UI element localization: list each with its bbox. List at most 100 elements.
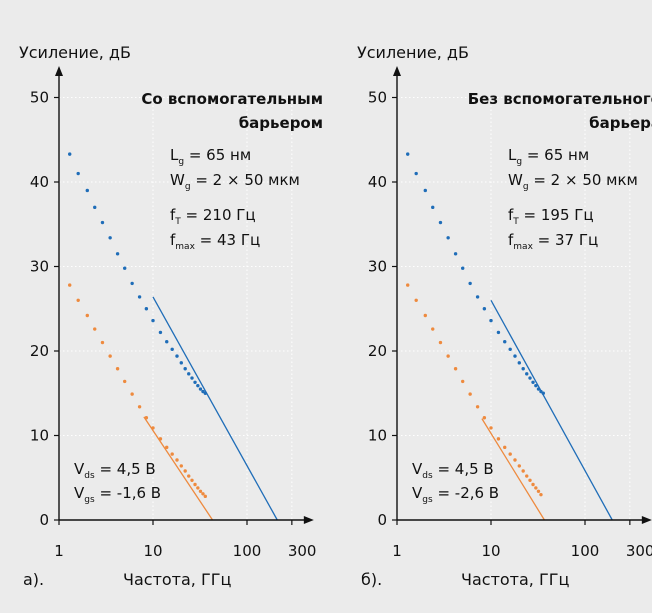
data-point (123, 266, 127, 270)
data-point (100, 340, 105, 345)
x-tick-label: 300 (288, 542, 317, 560)
data-point (115, 252, 120, 256)
y-tick-label: 50 (30, 89, 49, 107)
param-annotation: Wg = 2 × 50 мкм (170, 171, 300, 192)
data-point (517, 361, 521, 365)
asymptote-line (152, 296, 278, 521)
x-tick-label: 100 (571, 542, 600, 560)
data-point (93, 327, 97, 331)
data-point (187, 372, 191, 376)
data-point (475, 405, 480, 409)
panel-title: барьером (239, 114, 323, 132)
param-annotation: Lg = 65 нм (170, 146, 251, 167)
data-point (130, 281, 134, 286)
data-point (187, 474, 191, 478)
y-tick-label: 20 (368, 342, 387, 360)
asymptote-line (481, 418, 545, 521)
data-point (461, 266, 465, 270)
y-tick-label: 10 (30, 427, 49, 445)
y-axis-arrow (393, 66, 401, 76)
x-tick-label: 1 (392, 542, 402, 560)
data-point (93, 205, 97, 210)
data-point (193, 482, 197, 487)
x-axis-arrow (641, 516, 652, 524)
data-point (198, 489, 203, 493)
y-axis-label: Усиление, дБ (357, 43, 469, 62)
data-point (468, 392, 472, 396)
panel-title: Со вспомогательным (141, 90, 323, 108)
data-point (137, 295, 142, 299)
data-point (531, 380, 535, 384)
data-point (438, 340, 443, 345)
data-point (482, 307, 487, 311)
y-tick-label: 40 (30, 173, 49, 191)
data-point (196, 383, 200, 388)
data-point (536, 489, 541, 493)
data-point (503, 340, 507, 344)
data-point (151, 318, 155, 323)
data-point (193, 380, 197, 384)
data-point (431, 205, 435, 210)
data-point (414, 171, 418, 176)
data-point (76, 171, 80, 176)
data-point (525, 372, 529, 376)
x-tick-label: 10 (143, 542, 162, 560)
y-tick-label: 30 (30, 258, 49, 276)
data-point (201, 492, 205, 496)
data-point (123, 379, 127, 384)
data-point (201, 389, 205, 394)
panel-label: а). (23, 570, 44, 589)
x-tick-label: 100 (233, 542, 262, 560)
data-point (196, 486, 200, 490)
param-annotation: fT = 210 Гц (170, 206, 256, 227)
data-point (503, 445, 507, 450)
bias-annotation: Vds = 4,5 В (412, 460, 494, 481)
data-point (137, 405, 142, 409)
data-point (423, 188, 427, 193)
data-point (115, 367, 120, 371)
panel-title: барьера (589, 114, 652, 132)
data-point (461, 379, 465, 384)
data-point (489, 426, 493, 430)
data-point (68, 152, 72, 156)
data-point (521, 469, 525, 473)
data-point (183, 469, 187, 473)
data-point (76, 298, 80, 302)
panel-label: б). (361, 570, 382, 589)
y-tick-label: 50 (368, 89, 387, 107)
data-point (496, 330, 501, 335)
data-point (453, 367, 458, 371)
y-axis-arrow (55, 66, 63, 76)
data-point (475, 295, 480, 299)
data-point (438, 220, 443, 225)
x-axis-arrow (303, 516, 314, 524)
y-axis-label: Усиление, дБ (19, 43, 131, 62)
bias-annotation: Vgs = -1,6 В (74, 484, 161, 505)
param-annotation: fmax = 43 Гц (170, 231, 260, 252)
data-point (179, 464, 183, 468)
data-point (144, 307, 149, 311)
x-tick-label: 300 (626, 542, 652, 560)
x-axis-label: Частота, ГГц (123, 570, 231, 589)
data-point (183, 367, 187, 371)
bias-annotation: Vds = 4,5 В (74, 460, 156, 481)
bias-annotation: Vgs = -2,6 В (412, 484, 499, 505)
data-point (534, 486, 538, 490)
data-point (190, 376, 194, 380)
data-point (130, 392, 134, 396)
data-point (203, 494, 207, 499)
param-annotation: fmax = 37 Гц (508, 231, 598, 252)
data-point (539, 492, 543, 497)
data-point (431, 327, 435, 331)
panel-title: Без вспомогательного (468, 90, 652, 108)
param-annotation: Lg = 65 нм (508, 146, 589, 167)
param-annotation: Wg = 2 × 50 мкм (508, 171, 638, 192)
data-point (406, 152, 410, 156)
x-axis-label: Частота, ГГц (461, 570, 569, 589)
param-annotation: fT = 195 Гц (508, 206, 594, 227)
data-point (496, 437, 501, 441)
data-point (170, 347, 174, 352)
data-point (108, 236, 112, 240)
